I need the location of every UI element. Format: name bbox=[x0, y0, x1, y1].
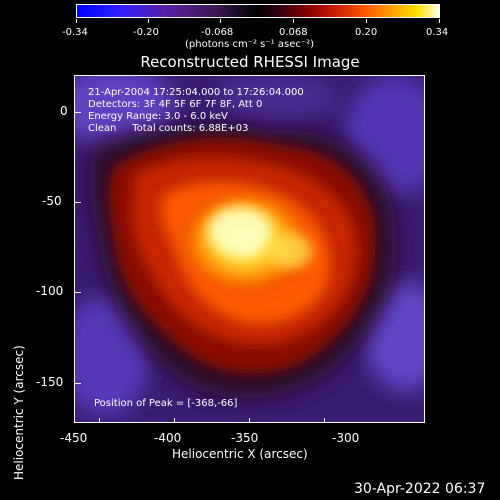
peak-position-label: Position of Peak = [-368,-66] bbox=[94, 398, 238, 409]
colorbar-tick-label: 0.068 bbox=[279, 27, 308, 38]
x-tick-label: -400 bbox=[154, 431, 182, 445]
x-tick-label: -350 bbox=[231, 431, 259, 445]
y-tick bbox=[75, 112, 81, 113]
time-range-label: 21-Apr-2004 17:25:04.000 to 17:26:04.000 bbox=[88, 87, 304, 98]
colorbar-tick-label: -0.20 bbox=[133, 27, 159, 38]
y-tick-label: -150 bbox=[36, 375, 64, 389]
colorbar-units-label: (photons cm⁻² s⁻¹ asec⁻²) bbox=[185, 39, 315, 50]
x-tick bbox=[174, 418, 175, 422]
colorbar-tick-label: -0.068 bbox=[201, 27, 234, 38]
x-tick bbox=[249, 418, 250, 422]
colorbar-tick-label: 0.34 bbox=[426, 27, 449, 38]
x-axis-label: Heliocentric X (arcsec) bbox=[172, 447, 308, 461]
energy-range-label: Energy Range: 3.0 - 6.0 keV bbox=[88, 111, 228, 122]
rhessi-image bbox=[75, 76, 424, 422]
plot-title: Reconstructed RHESSI Image bbox=[140, 53, 360, 71]
colorbar-tick-label: 0.20 bbox=[355, 27, 378, 38]
detectors-label: Detectors: 3F 4F 5F 6F 7F 8F, Att 0 bbox=[88, 99, 263, 110]
x-tick-label: -450 bbox=[60, 431, 88, 445]
x-tick bbox=[324, 418, 325, 422]
y-tick-label: 0 bbox=[60, 104, 68, 118]
y-tick-label: -100 bbox=[36, 284, 64, 298]
rhessi-image-frame: 21-Apr-2004 17:25:04.000 to 17:26:04.000… bbox=[74, 75, 425, 423]
y-tick bbox=[75, 383, 81, 384]
y-tick bbox=[75, 292, 81, 293]
colorbar bbox=[76, 4, 440, 18]
y-axis-label: Heliocentric Y (arcsec) bbox=[12, 345, 26, 480]
x-tick-label: -300 bbox=[332, 431, 360, 445]
x-tick bbox=[99, 418, 100, 422]
y-tick bbox=[75, 202, 81, 203]
colorbar-tick-label: -0.34 bbox=[62, 27, 88, 38]
clean-counts-label: Clean Total counts: 6.88E+03 bbox=[88, 123, 249, 134]
y-tick-label: -50 bbox=[42, 194, 62, 208]
footer-date: 30-Apr-2022 06:37 bbox=[354, 481, 486, 497]
